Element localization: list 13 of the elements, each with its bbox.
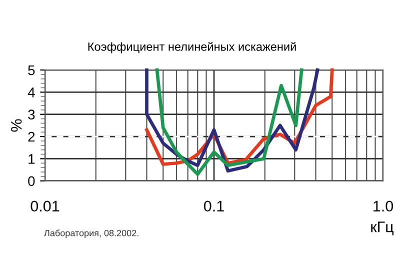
- text: Лаборатория, 08.2002.: [44, 230, 138, 238]
- x-tick-label: 0.01: [30, 200, 60, 212]
- x-axis-title: кГц: [371, 222, 394, 236]
- y-tick-label: 3: [28, 110, 35, 120]
- y-axis-title: %: [11, 119, 22, 132]
- y-tick-label: 0: [28, 176, 35, 186]
- y-tick-label: 5: [28, 65, 35, 76]
- x-tick-label: 0.1: [204, 200, 224, 212]
- x-tick-label: 1.0: [374, 200, 394, 212]
- chart-title: Коэффициент нелинейных искажений: [88, 42, 296, 54]
- y-tick-label: 4: [28, 88, 35, 98]
- y-tick-label: 2: [28, 132, 35, 142]
- y-tick-label: 1: [28, 154, 35, 164]
